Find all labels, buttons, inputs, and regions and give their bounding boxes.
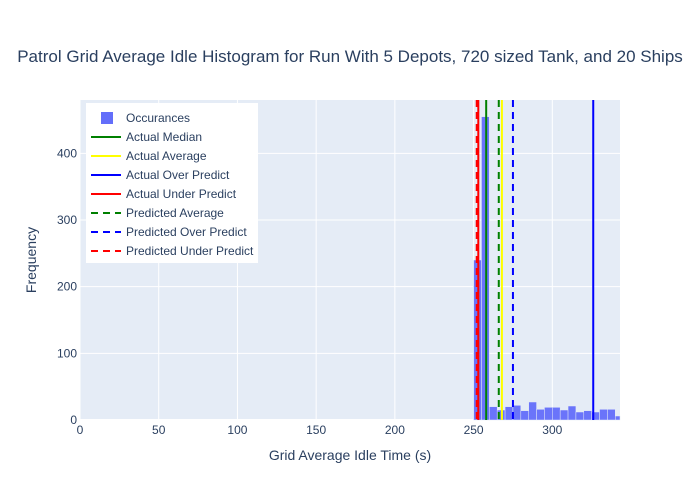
y-tick-label: 400 <box>57 146 77 160</box>
y-tick-label: 0 <box>70 413 77 427</box>
histogram-bar[interactable] <box>512 405 522 421</box>
legend-label: Predicted Over Predict <box>126 225 247 239</box>
histogram-bar[interactable] <box>583 410 592 421</box>
histogram-bar[interactable] <box>599 409 608 421</box>
legend-label: Actual Median <box>126 130 202 144</box>
x-tick-label: 100 <box>227 423 247 437</box>
x-tick-label: 0 <box>77 423 84 437</box>
legend-item[interactable]: Predicted Over Predict <box>91 225 247 239</box>
legend-label: Actual Average <box>126 149 207 163</box>
legend-swatch <box>101 112 113 124</box>
histogram-bar[interactable] <box>536 409 545 421</box>
legend-label: Actual Over Predict <box>126 168 230 182</box>
chart-title: Patrol Grid Average Idle Histogram for R… <box>17 47 683 66</box>
x-axis-ticks: 0 50 100 150 200 250 300 <box>77 423 563 437</box>
x-tick-label: 300 <box>542 423 562 437</box>
y-tick-label: 300 <box>57 213 77 227</box>
y-tick-label: 200 <box>57 280 77 294</box>
x-axis-title: Grid Average Idle Time (s) <box>269 447 431 463</box>
x-tick-label: 250 <box>464 423 484 437</box>
legend-item[interactable]: Occurances <box>101 111 190 125</box>
legend-item[interactable]: Actual Average <box>91 149 207 163</box>
histogram-bar[interactable] <box>567 405 577 421</box>
histogram-bar[interactable] <box>575 411 585 421</box>
legend-label: Occurances <box>126 111 190 125</box>
legend[interactable]: Occurances Actual Median Actual Average Act… <box>86 103 258 263</box>
legend-label: Predicted Average <box>126 206 224 220</box>
y-tick-label: 100 <box>57 346 77 360</box>
x-tick-label: 50 <box>152 423 166 437</box>
legend-box <box>86 103 258 263</box>
x-tick-label: 200 <box>385 423 405 437</box>
legend-item[interactable]: Actual Median <box>91 130 202 144</box>
x-tick-label: 150 <box>306 423 326 437</box>
histogram-bar[interactable] <box>559 409 569 421</box>
legend-item[interactable]: Actual Under Predict <box>91 187 237 201</box>
histogram-bar[interactable] <box>607 409 616 421</box>
legend-label: Actual Under Predict <box>126 187 237 201</box>
legend-item[interactable]: Actual Over Predict <box>91 168 230 182</box>
histogram-bar[interactable] <box>520 410 529 421</box>
histogram-bar[interactable] <box>552 407 561 421</box>
histogram-bar[interactable] <box>615 415 621 421</box>
histogram-bar[interactable] <box>528 401 537 421</box>
legend-item[interactable]: Predicted Under Predict <box>91 244 254 258</box>
legend-item[interactable]: Predicted Average <box>91 206 224 220</box>
reference-lines <box>475 100 595 420</box>
legend-label: Predicted Under Predict <box>126 244 254 258</box>
histogram-bar[interactable] <box>544 407 553 421</box>
histogram-bar[interactable] <box>489 406 498 421</box>
y-axis-title: Frequency <box>23 227 39 293</box>
histogram-bar[interactable] <box>504 406 514 421</box>
y-axis-ticks: 0 100 200 300 400 <box>57 146 77 427</box>
